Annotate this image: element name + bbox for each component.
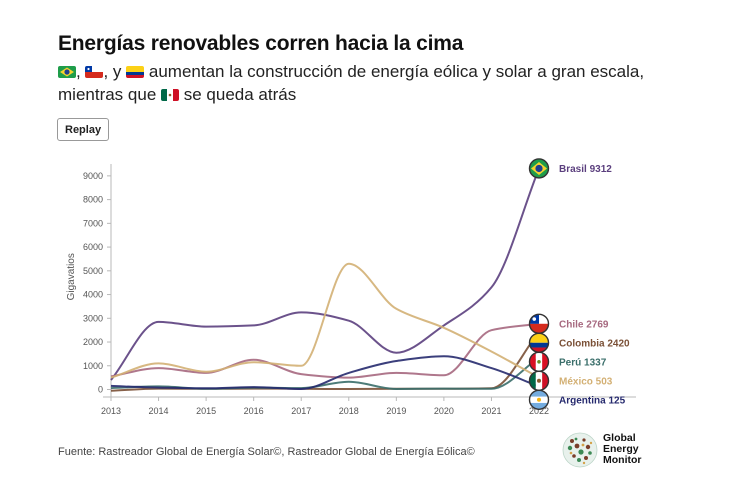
- peru-flag-icon: [528, 351, 550, 372]
- chart-subtitle: , , y aumentan la construcción de energí…: [58, 60, 658, 106]
- end-label-peru: Perú 1337: [559, 357, 607, 368]
- mexico-flag-icon: [161, 89, 180, 101]
- x-tick-label: 2015: [196, 406, 216, 416]
- replay-button[interactable]: Replay: [57, 118, 110, 141]
- chile-flag-icon: [85, 66, 104, 78]
- y-tick-label: 3000: [83, 313, 103, 323]
- subtitle-separator: , y: [103, 62, 122, 81]
- y-tick-label: 8000: [83, 195, 103, 205]
- chile-flag-icon: [528, 313, 550, 334]
- y-tick-label: 0: [98, 385, 103, 395]
- chart-title: Energías renovables corren hacia la cima: [58, 32, 464, 55]
- x-tick-label: 2013: [101, 406, 121, 416]
- x-tick-label: 2022: [529, 406, 549, 416]
- y-tick-label: 1000: [83, 361, 103, 371]
- argentina-flag-icon: [528, 389, 550, 410]
- y-tick-label: 5000: [83, 266, 103, 276]
- colombia-flag-icon: [126, 66, 145, 78]
- x-tick-label: 2020: [434, 406, 454, 416]
- series-line-chile: [110, 322, 540, 379]
- brazil-flag-icon: [528, 158, 550, 179]
- series-line-argentina: [110, 355, 540, 391]
- subtitle-text: aumentan la construcción de energía eóli…: [58, 62, 645, 104]
- y-tick-label: 6000: [83, 242, 103, 252]
- end-label-colombia: Colombia 2420: [559, 338, 630, 349]
- brazil-flag-icon: [58, 66, 76, 78]
- end-label-argentina: Argentina 125: [559, 395, 626, 406]
- x-tick-label: 2017: [291, 406, 311, 416]
- series-line-brasil: [110, 168, 540, 381]
- logo-wordmark: Global Energy Monitor: [603, 432, 642, 466]
- y-axis-label: Gigavatios: [66, 253, 77, 300]
- x-tick-label: 2021: [481, 406, 501, 416]
- mexico-flag-icon: [528, 370, 550, 391]
- x-tick-label: 2018: [339, 406, 359, 416]
- source-note: Fuente: Rastreador Global de Energía Sol…: [58, 446, 475, 458]
- series-line-mexico: [110, 262, 540, 379]
- x-tick-label: 2014: [149, 406, 169, 416]
- end-label-brasil: Brasil 9312: [559, 164, 612, 175]
- colombia-flag-icon: [528, 332, 550, 353]
- x-tick-label: 2016: [244, 406, 264, 416]
- end-label-mexico: México 503: [559, 376, 613, 387]
- y-tick-label: 9000: [83, 171, 103, 181]
- global-energy-monitor-logo: Global Energy Monitor: [562, 432, 672, 472]
- y-tick-label: 4000: [83, 290, 103, 300]
- x-tick-label: 2019: [386, 406, 406, 416]
- end-label-chile: Chile 2769: [559, 319, 609, 330]
- subtitle-text-end: se queda atrás: [183, 85, 297, 104]
- subtitle-separator: ,: [76, 62, 81, 81]
- y-tick-label: 2000: [83, 337, 103, 347]
- y-tick-label: 7000: [83, 218, 103, 228]
- globe-icon: [562, 432, 598, 468]
